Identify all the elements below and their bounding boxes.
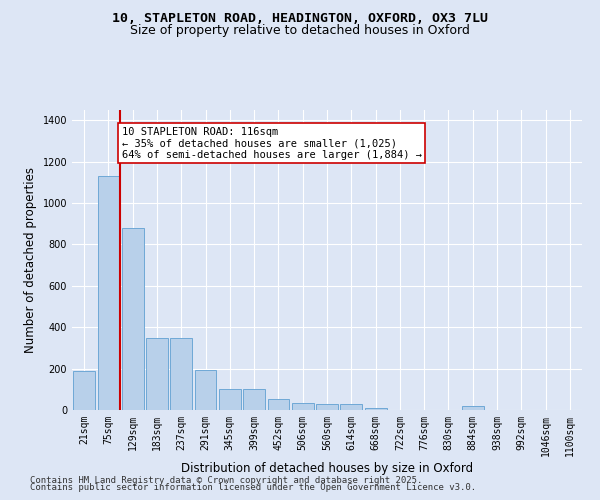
Text: Contains public sector information licensed under the Open Government Licence v3: Contains public sector information licen…: [30, 484, 476, 492]
Bar: [146, 338, 168, 410]
Bar: [243, 390, 265, 410]
Bar: [340, 404, 362, 410]
Bar: [170, 338, 192, 410]
Text: 10 STAPLETON ROAD: 116sqm
← 35% of detached houses are smaller (1,025)
64% of se: 10 STAPLETON ROAD: 116sqm ← 35% of detac…: [122, 126, 422, 160]
Y-axis label: Number of detached properties: Number of detached properties: [24, 167, 37, 353]
Bar: [122, 228, 143, 410]
Bar: [73, 370, 95, 410]
Text: Size of property relative to detached houses in Oxford: Size of property relative to detached ho…: [130, 24, 470, 37]
Bar: [268, 398, 289, 410]
Bar: [97, 176, 119, 410]
Bar: [365, 408, 386, 410]
X-axis label: Distribution of detached houses by size in Oxford: Distribution of detached houses by size …: [181, 462, 473, 474]
Bar: [219, 390, 241, 410]
Bar: [292, 403, 314, 410]
Bar: [316, 404, 338, 410]
Bar: [194, 370, 217, 410]
Bar: [462, 406, 484, 410]
Text: Contains HM Land Registry data © Crown copyright and database right 2025.: Contains HM Land Registry data © Crown c…: [30, 476, 422, 485]
Text: 10, STAPLETON ROAD, HEADINGTON, OXFORD, OX3 7LU: 10, STAPLETON ROAD, HEADINGTON, OXFORD, …: [112, 12, 488, 26]
